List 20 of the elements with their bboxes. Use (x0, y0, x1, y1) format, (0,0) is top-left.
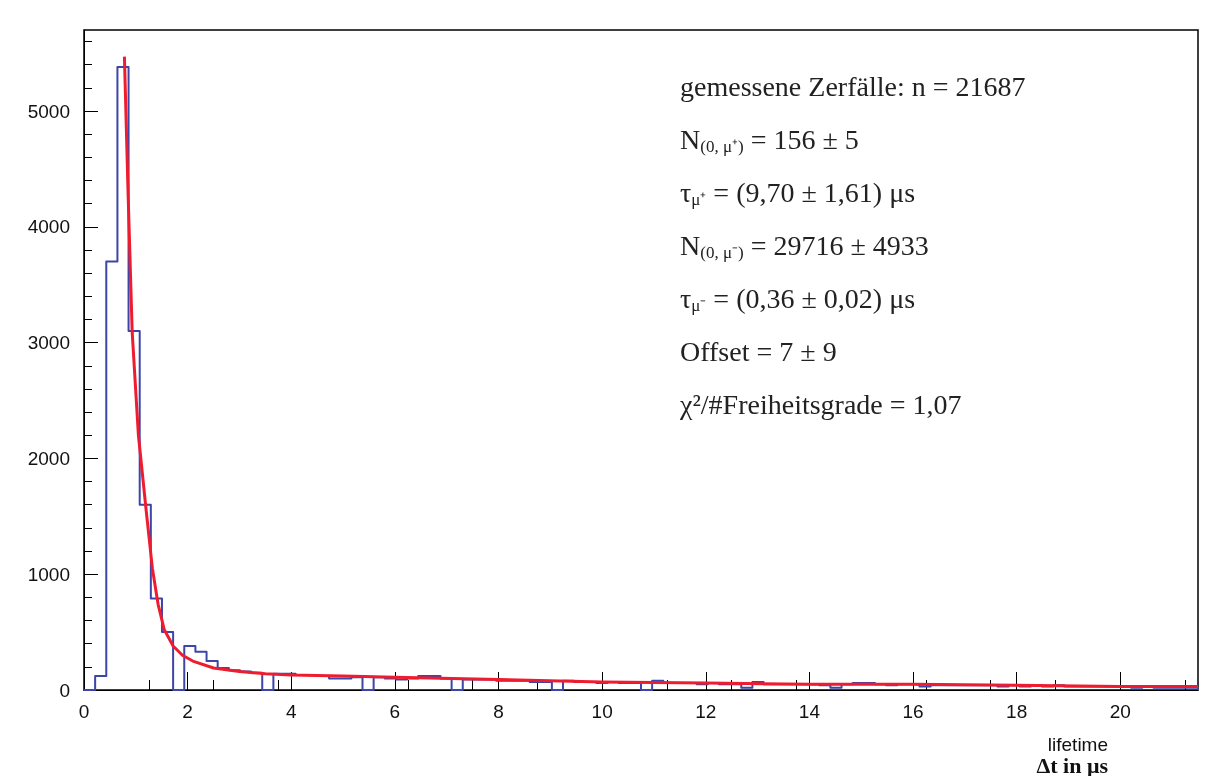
annotation: χ²/#Freiheitsgrade = 1,07 (679, 388, 962, 420)
y-tick-label: 3000 (27, 332, 70, 354)
x-tick-label: 12 (695, 701, 717, 722)
x-tick-label: 8 (493, 701, 504, 722)
x-tick-label: 14 (798, 701, 821, 722)
annotation: Offset = 7 ± 9 (680, 335, 837, 367)
y-tick-label: 4000 (27, 216, 70, 238)
x-tick-label: 4 (285, 701, 297, 722)
y-tick-label: 0 (59, 679, 70, 701)
y-tick-label: 1000 (27, 563, 70, 585)
x-tick-label: 6 (389, 701, 401, 722)
x-tick-label: 20 (1109, 701, 1131, 722)
x-tick-label: 18 (1006, 701, 1028, 722)
y-tick-label: 5000 (27, 100, 70, 122)
annotation: gemessene Zerfälle: n = 21687 (680, 70, 1026, 102)
x-tick-label: 10 (591, 701, 613, 722)
x-tick-label: 2 (182, 701, 193, 722)
x-tick-label: 16 (902, 701, 924, 722)
y-tick-label: 2000 (27, 447, 70, 469)
x-tick-label: 0 (78, 701, 90, 722)
